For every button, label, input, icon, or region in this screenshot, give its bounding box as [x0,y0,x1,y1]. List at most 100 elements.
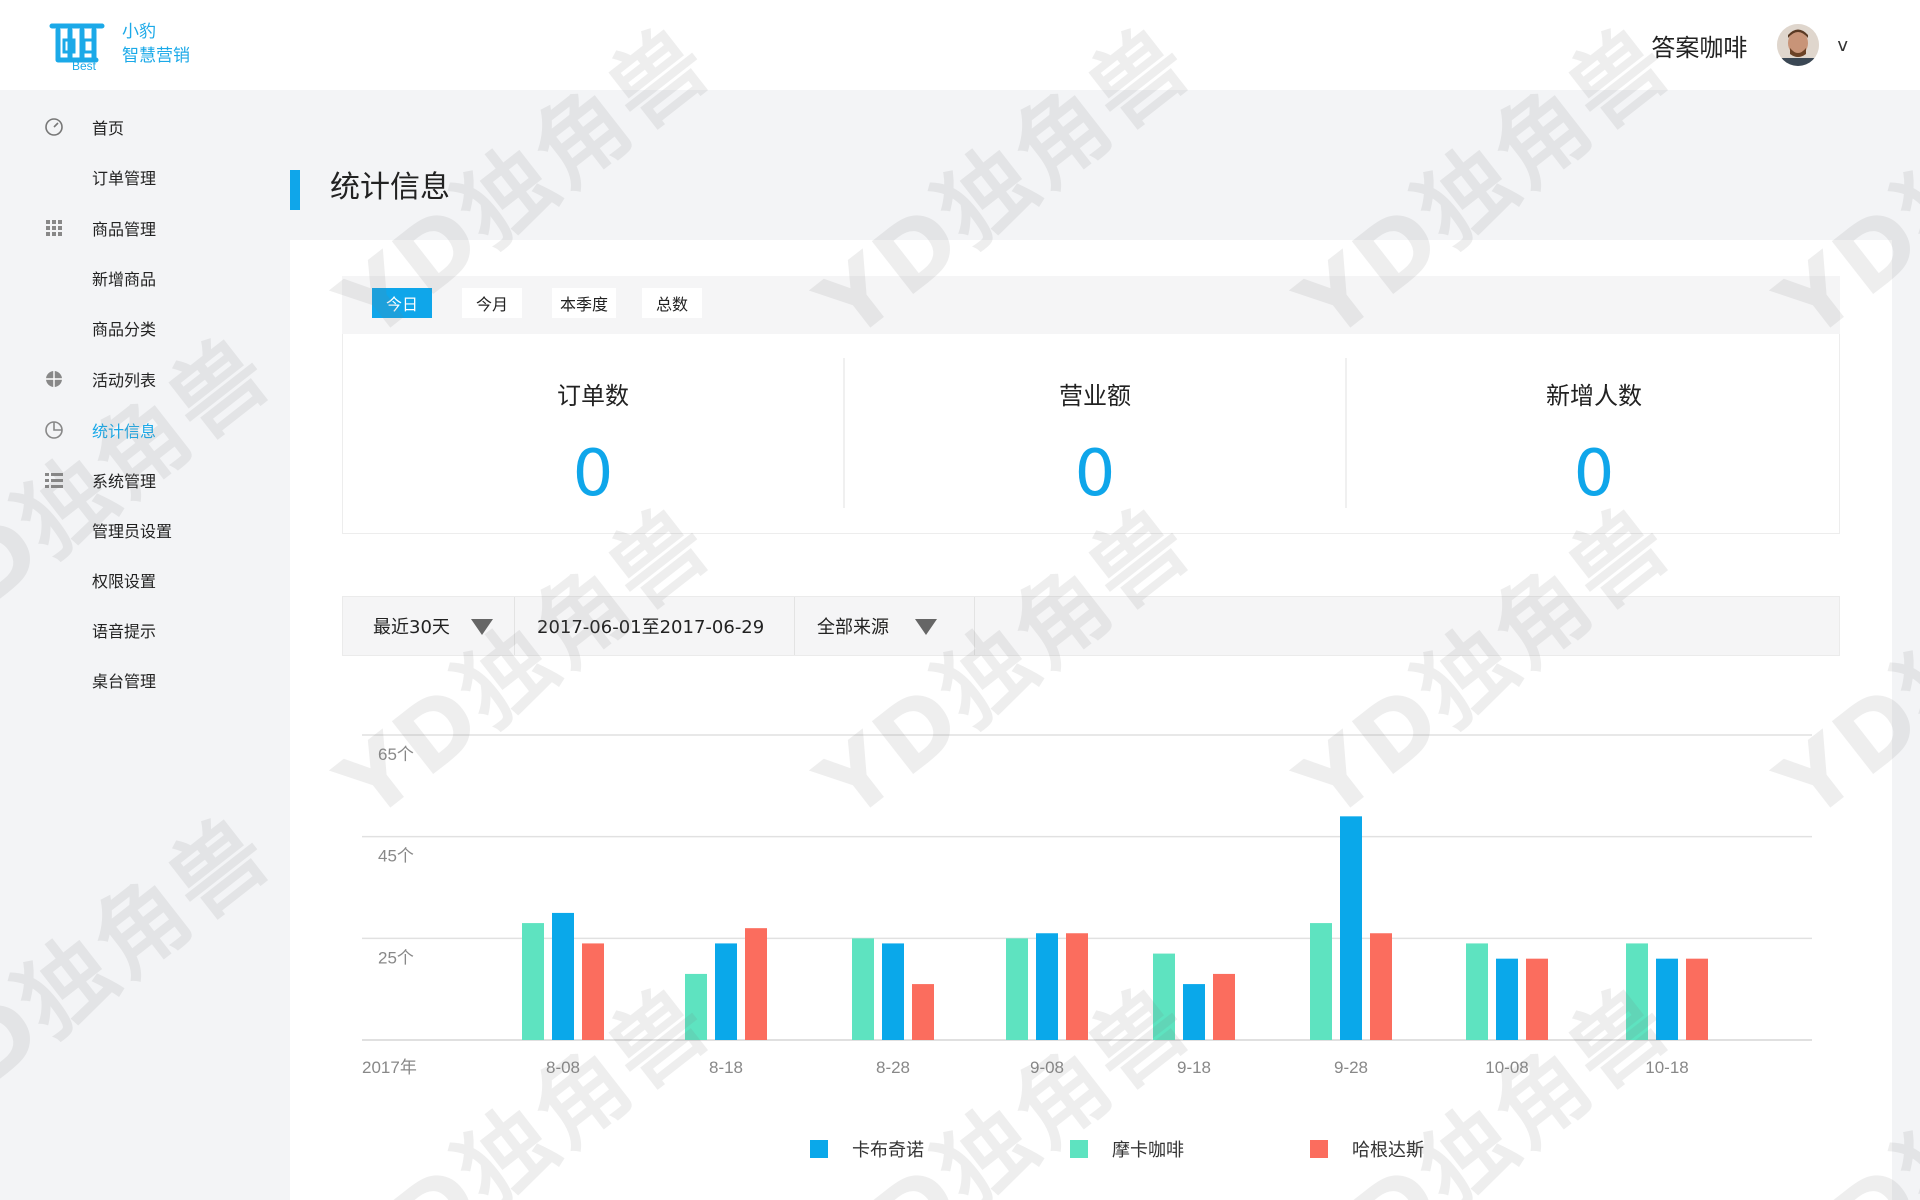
grid-icon [44,218,64,238]
list-icon [44,470,64,490]
bar-moka [1310,923,1332,1040]
sidebar-item-label: 首页 [92,119,125,138]
x-tick-label: 9-08 [1030,1058,1064,1077]
stats-card: 今日 今月 本季度 总数 订单数 0 营业额 0 新增人数 0 最近30天 20… [290,240,1892,1200]
sidebar-item-label: 桌台管理 [92,672,157,691]
sidebar-item-add-product[interactable]: 新增商品 [0,253,240,303]
legend-label: 摩卡咖啡 [1112,1140,1184,1160]
stat-value: 0 [1074,437,1116,511]
user-menu[interactable]: 答案咖啡 v [1651,0,1920,90]
sidebar-item-label: 管理员设置 [92,522,173,541]
top-header: Best 小豹 智慧营销 答案咖啡 v [0,0,1920,90]
sidebar-item-label: 系统管理 [92,472,157,491]
sidebar-item-orders[interactable]: 订单管理 [0,152,240,202]
y-tick-label: 25个 [378,948,414,967]
app-logo[interactable]: Best 小豹 智慧营销 [46,16,190,73]
x-tick-label: 10-18 [1645,1058,1688,1077]
bar-moka [1626,943,1648,1040]
stat-value: 0 [572,437,614,511]
tab-this-month[interactable]: 今月 [462,288,522,318]
stats-summary: 订单数 0 营业额 0 新增人数 0 [342,334,1840,534]
range-select-value: 最近30天 [373,617,450,638]
bar-hagendazs [1686,958,1708,1040]
sidebar-item-label: 商品分类 [92,320,157,339]
sidebar-item-system[interactable]: 系统管理 [0,455,240,505]
title-accent-bar [290,170,300,210]
bar-kabuqino [1183,984,1205,1040]
period-tabs: 今日 今月 本季度 总数 [342,276,1840,334]
stat-label: 营业额 [1059,382,1131,410]
sidebar-item-statistics[interactable]: 统计信息 [0,405,240,455]
x-tick-label: 8-18 [709,1058,743,1077]
dropdown-triangle-icon [915,619,937,635]
range-select[interactable]: 最近30天 [343,597,515,655]
sidebar-item-activities[interactable]: 活动列表 [0,354,240,404]
y-tick-label: 65个 [378,745,414,764]
chevron-down-icon[interactable]: v [1837,34,1848,56]
date-range-value: 2017-06-01至2017-06-29 [537,617,765,638]
pie-icon [44,420,64,440]
y-tick-label: 45个 [378,847,414,866]
page-title: 统计信息 [330,170,450,205]
sidebar-item-voice[interactable]: 语音提示 [0,605,240,655]
sidebar: 首页 订单管理 商品管理 新增商品 商品分类 活动列表 统计信息 [0,90,240,1200]
legend-swatch [1310,1140,1328,1158]
bar-moka [1153,953,1175,1040]
stat-label: 订单数 [557,382,629,410]
tab-total[interactable]: 总数 [642,288,702,318]
x-tick-label: 8-08 [546,1058,580,1077]
dashboard-icon [44,117,64,137]
sidebar-item-label: 商品管理 [92,220,157,239]
bar-kabuqino [552,912,574,1040]
tab-this-quarter[interactable]: 本季度 [552,288,616,318]
dropdown-triangle-icon [471,619,493,635]
tab-today[interactable]: 今日 [372,288,432,318]
logo-text-line1: 小豹 [122,22,156,42]
bar-hagendazs [1066,933,1088,1040]
x-year-label: 2017年 [362,1058,417,1077]
bar-hagendazs [1213,973,1235,1040]
bar-moka [685,973,707,1040]
sidebar-item-permissions[interactable]: 权限设置 [0,555,240,605]
bar-moka [522,923,544,1040]
chart-filter-bar: 最近30天 2017-06-01至2017-06-29 全部来源 [342,596,1840,656]
sidebar-item-home[interactable]: 首页 [0,102,240,152]
sales-bar-chart: 65个 45个 25个 2017年 8-08 8-18 8-28 9-08 9-18 9-28 10… [362,734,1812,1160]
logo-text: 小豹 智慧营销 [122,20,190,68]
bar-hagendazs [1526,958,1548,1040]
bar-hagendazs [745,928,767,1040]
x-tick-label: 10-08 [1485,1058,1528,1077]
svg-text:Best: Best [72,59,97,72]
x-tick-label: 8-28 [876,1058,910,1077]
bar-kabuqino [1496,958,1518,1040]
legend-swatch [810,1140,828,1158]
stat-value: 0 [1573,437,1615,511]
sidebar-item-label: 活动列表 [92,371,157,390]
sidebar-item-label: 新增商品 [92,270,157,289]
bar-kabuqino [715,943,737,1040]
bar-moka [852,938,874,1040]
stat-label: 新增人数 [1546,382,1642,410]
bar-moka [1466,943,1488,1040]
sidebar-item-label: 统计信息 [92,422,157,441]
date-range-field[interactable]: 2017-06-01至2017-06-29 [515,597,795,655]
user-name: 答案咖啡 [1651,33,1748,62]
bar-kabuqino [1656,958,1678,1040]
sidebar-item-categories[interactable]: 商品分类 [0,303,240,353]
sidebar-item-products[interactable]: 商品管理 [0,203,240,253]
sidebar-item-tables[interactable]: 桌台管理 [0,655,240,705]
source-select[interactable]: 全部来源 [795,597,975,655]
logo-text-line2: 智慧营销 [122,46,190,66]
stat-new-users: 新增人数 0 [1347,334,1841,534]
avatar[interactable] [1777,24,1820,66]
divider [1345,358,1347,508]
bar-kabuqino [1340,816,1362,1040]
divider [843,358,845,508]
bar-hagendazs [582,943,604,1040]
stat-revenue: 营业额 0 [845,334,1345,534]
sidebar-item-admin-settings[interactable]: 管理员设置 [0,505,240,555]
bar-hagendazs [912,984,934,1040]
bar-hagendazs [1370,933,1392,1040]
legend-label: 哈根达斯 [1352,1140,1424,1160]
bar-kabuqino [882,943,904,1040]
